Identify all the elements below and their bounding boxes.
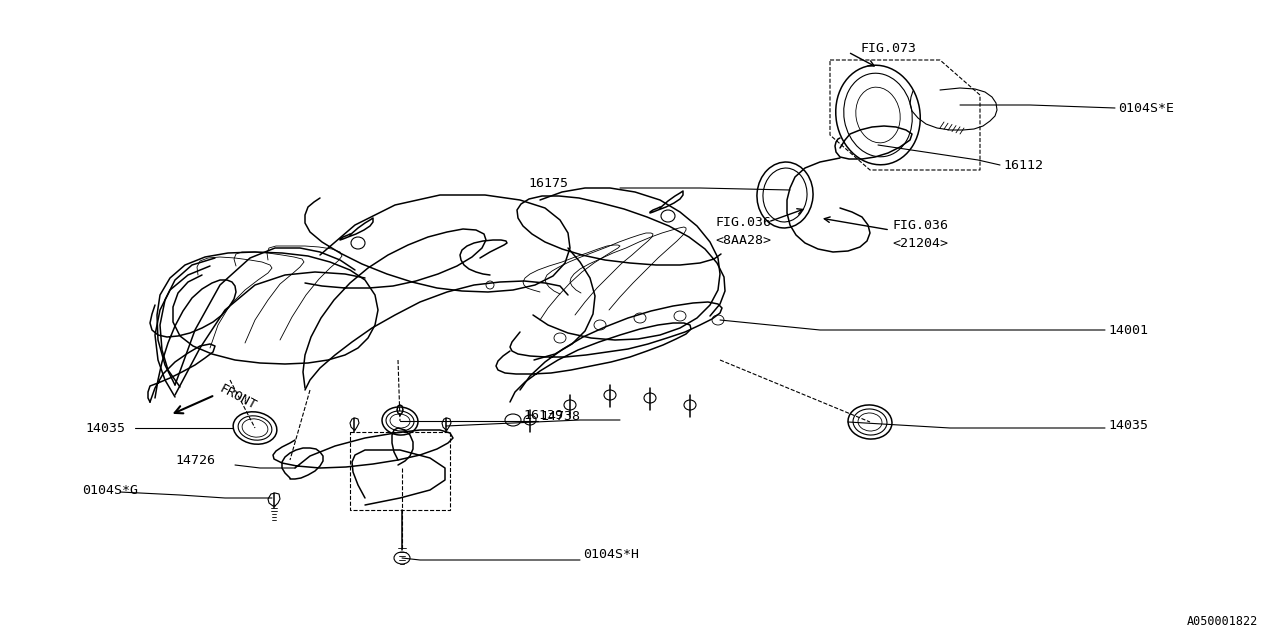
Text: <21204>: <21204>: [892, 237, 948, 250]
Text: FRONT: FRONT: [216, 382, 259, 413]
Text: 16175: 16175: [529, 177, 568, 189]
Text: FIG.036: FIG.036: [892, 218, 948, 232]
Text: 14726: 14726: [175, 454, 215, 467]
Text: A050001822: A050001822: [1187, 615, 1258, 628]
Text: <8AA28>: <8AA28>: [716, 234, 771, 246]
Text: 0104S*E: 0104S*E: [1117, 102, 1174, 115]
Text: 16139: 16139: [524, 408, 563, 422]
Text: 14035: 14035: [1108, 419, 1148, 431]
Text: 16112: 16112: [1004, 159, 1043, 172]
Text: 14001: 14001: [1108, 323, 1148, 337]
Text: 0104S*H: 0104S*H: [582, 548, 639, 561]
Text: FIG.036: FIG.036: [716, 216, 771, 228]
Text: 14035: 14035: [84, 422, 125, 435]
Text: FIG.073: FIG.073: [860, 42, 916, 54]
Text: 0104S*G: 0104S*G: [82, 483, 138, 497]
Text: 14738: 14738: [540, 410, 580, 422]
